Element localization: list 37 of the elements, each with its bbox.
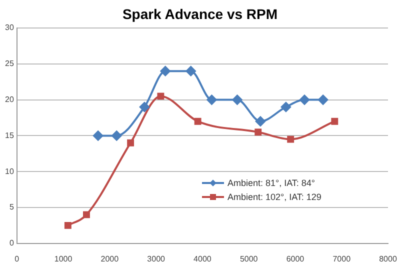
y-tick-label: 30: [4, 23, 14, 32]
point: [318, 94, 328, 105]
point: [206, 94, 217, 105]
chart-title: Spark Advance vs RPM: [121, 6, 279, 22]
point: [280, 102, 291, 112]
x-tick-label: 7000: [332, 254, 352, 264]
point: [331, 118, 338, 125]
point: [112, 130, 122, 141]
point: [93, 130, 104, 141]
y-tick-label: 0: [9, 238, 14, 248]
point: [194, 118, 202, 125]
y-tick-label: 20: [4, 95, 14, 104]
point: [186, 66, 196, 76]
y-tick-label: 5: [9, 202, 14, 212]
y-tick-label: 10: [4, 166, 14, 176]
point: [160, 66, 170, 76]
x-tick-label: 2000: [100, 254, 120, 264]
point: [64, 222, 72, 229]
x-tick-label: 1000: [54, 254, 73, 264]
point: [287, 136, 294, 143]
point: [157, 92, 164, 100]
point: [127, 139, 134, 146]
x-tick-label: 8000: [379, 254, 398, 264]
y-tick-label: 25: [4, 59, 14, 68]
legend-label: Ambient: 81°, IAT: 84°: [227, 178, 316, 188]
x-tick-label: 3000: [147, 254, 166, 264]
point: [254, 128, 262, 136]
point: [83, 211, 90, 218]
point: [300, 94, 310, 105]
point: [232, 94, 242, 105]
x-tick-label: 5000: [240, 254, 258, 264]
legend-label: Ambient: 102°, IAT: 129: [227, 192, 322, 202]
point: [139, 102, 150, 112]
point: [255, 116, 266, 126]
y-tick-label: 15: [4, 130, 14, 140]
x-tick-label: 6000: [286, 254, 305, 264]
x-tick-label: 4000: [194, 254, 212, 264]
